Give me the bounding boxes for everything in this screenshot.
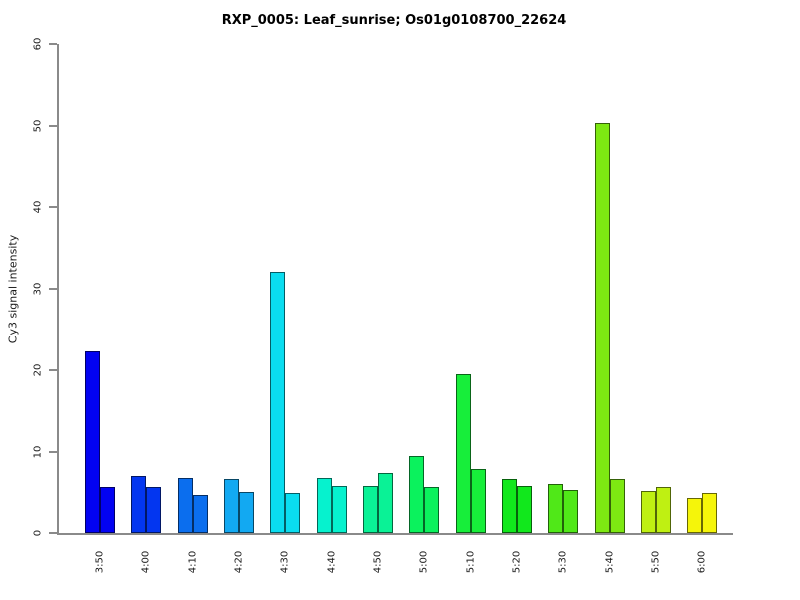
x-tick-label: 4:20 [233, 550, 245, 574]
bar-530-1 [548, 484, 564, 533]
bar-550-1 [640, 491, 656, 533]
bar-450-2 [377, 473, 393, 533]
bar-420-1 [223, 479, 239, 533]
y-tick-label: 10 [32, 445, 44, 458]
chart-title: RXP_0005: Leaf_sunrise; Os01g0108700_226… [221, 13, 567, 28]
bar-600-2 [702, 493, 718, 533]
x-tick-label: 3:50 [94, 550, 106, 574]
y-axis-tick [49, 532, 57, 534]
x-tick-label: 5:10 [465, 550, 477, 574]
bar-400-1 [131, 476, 147, 533]
y-tick-label: 30 [32, 282, 44, 295]
bar-420-2 [238, 492, 254, 533]
bar-430-2 [285, 493, 301, 533]
plot-area: 0 10 20 30 40 50 60 3:50 4:00 4:10 4:20 4:30 4:40 4:5… [33, 38, 733, 573]
bar-520-2 [516, 486, 532, 533]
bar-510-1 [455, 374, 471, 533]
y-axis-tick [49, 43, 57, 45]
y-axis-tick [49, 206, 57, 208]
bar-350-2 [100, 487, 115, 533]
bar-530-2 [563, 490, 579, 533]
y-axis-tick [49, 369, 57, 371]
bar-550-2 [655, 487, 671, 533]
bar-450-1 [362, 486, 378, 533]
x-tick-label: 4:40 [326, 550, 338, 574]
bar-410-2 [192, 495, 208, 533]
bar-500-2 [424, 487, 440, 533]
x-tick-label: 5:30 [557, 550, 569, 574]
bar-430-1 [270, 272, 286, 533]
y-axis-title: Cy3 signal intensity [6, 234, 20, 344]
y-axis-tick [49, 287, 57, 290]
y-tick-label: 0 [32, 529, 44, 537]
bar-510-2 [470, 469, 486, 533]
y-tick-label: 40 [32, 200, 44, 214]
y-tick-label: 20 [32, 363, 44, 377]
x-tick-label: 4:00 [140, 550, 152, 574]
bar-520-1 [501, 479, 517, 533]
x-tick-label: 5:40 [604, 550, 616, 574]
bar-350-1 [85, 351, 100, 533]
x-tick-label: 4:30 [279, 550, 291, 574]
x-tick-label: 5:20 [511, 550, 523, 574]
bar-440-2 [331, 486, 347, 533]
x-tick-label: 5:50 [650, 550, 662, 574]
x-tick-label: 4:50 [372, 550, 384, 574]
bar-540-1 [594, 123, 610, 533]
bar-540-2 [609, 479, 625, 533]
x-tick-label: 6:00 [696, 550, 708, 574]
y-axis-tick [49, 450, 57, 453]
bar-440-1 [316, 478, 332, 533]
bar-500-1 [409, 456, 425, 533]
bar-410-1 [177, 478, 193, 533]
bar-400-2 [146, 487, 162, 533]
y-tick-label: 60 [32, 37, 44, 51]
y-tick-label: 50 [32, 119, 44, 132]
x-tick-label: 5:00 [418, 550, 430, 574]
y-axis-tick [49, 124, 57, 127]
x-tick-label: 4:10 [187, 550, 199, 574]
bar-600-1 [687, 498, 703, 533]
